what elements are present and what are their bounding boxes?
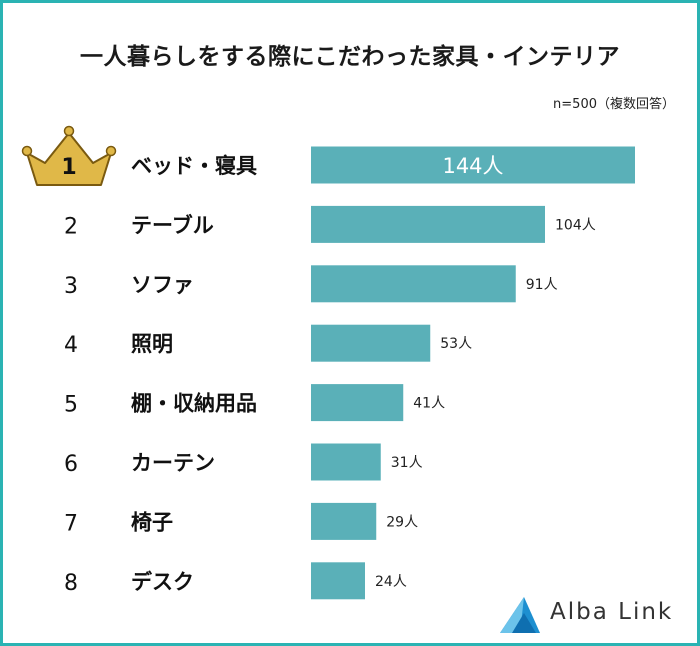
category-label: ソファ (131, 273, 194, 297)
bar (311, 146, 635, 184)
rank-label: 5 (64, 393, 78, 418)
alba-link-logo-icon (500, 597, 540, 633)
rank-label: 8 (64, 571, 78, 596)
value-label: 24人 (375, 574, 407, 590)
bar (311, 384, 404, 422)
rank-label: 3 (64, 274, 78, 299)
value-label: 144人 (442, 154, 503, 178)
category-label: 棚・収納用品 (131, 392, 257, 416)
category-label: 椅子 (131, 510, 173, 534)
value-label: 29人 (386, 514, 418, 530)
value-label: 53人 (440, 336, 472, 352)
sample-note: n=500（複数回答） (553, 97, 675, 112)
rank-label: 7 (64, 511, 78, 536)
category-label: デスク (131, 570, 194, 594)
bar (311, 324, 431, 362)
category-label: ベッド・寝具 (131, 154, 257, 178)
value-label: 41人 (413, 396, 445, 412)
value-label: 104人 (555, 217, 596, 233)
rank-label: 6 (64, 452, 78, 477)
bar (311, 443, 381, 481)
chart-title: 一人暮らしをする際にこだわった家具・インテリア (79, 44, 621, 70)
bar (311, 562, 365, 600)
category-label: 照明 (131, 332, 173, 356)
category-label: テーブル (131, 213, 214, 237)
bar (311, 265, 516, 303)
alba-link-logo: Alba Link (498, 593, 688, 637)
rank-label: 1 (61, 155, 76, 180)
rank-label: 2 (64, 214, 78, 239)
bar-chart: 1 ベッド・寝具 144人 2 テーブル 104人 3 ソファ 91人 4 照明 53人 5 棚・収納用品… (21, 125, 635, 600)
logo-text: Alba Link (550, 599, 674, 625)
bar (311, 502, 377, 540)
rank-label: 4 (64, 333, 78, 358)
category-label: カーテン (131, 451, 215, 475)
bar (311, 205, 545, 243)
crown-icon (21, 125, 117, 186)
value-label: 31人 (391, 455, 423, 471)
value-label: 91人 (526, 277, 558, 293)
